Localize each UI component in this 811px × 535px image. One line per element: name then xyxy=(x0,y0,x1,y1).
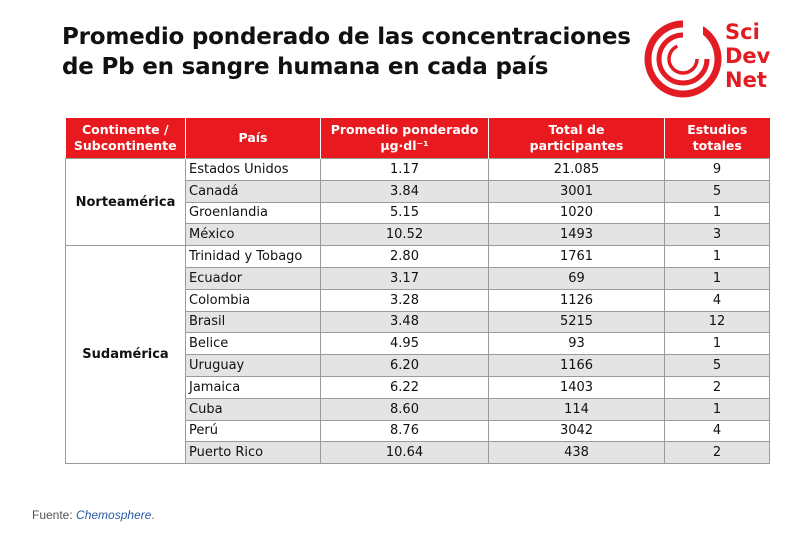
participants-cell: 438 xyxy=(488,441,665,465)
scidevnet-logo[interactable]: Sci Dev Net xyxy=(642,18,782,100)
country-cell: Brasil xyxy=(185,310,321,334)
studies-cell: 2 xyxy=(664,375,770,399)
logo-wordmark: Sci Dev Net xyxy=(725,20,770,92)
studies-cell: 4 xyxy=(664,419,770,443)
table-body: Norteamérica Estados Unidos 1.17 21.085 9 Can… xyxy=(65,157,770,465)
country-cell: Perú xyxy=(185,419,321,443)
average-cell: 6.22 xyxy=(320,375,489,399)
average-cell: 3.28 xyxy=(320,288,489,312)
source-note: Fuente: Chemosphere. xyxy=(32,508,155,522)
continent-cell: Sudamérica xyxy=(65,245,186,465)
participants-cell: 3001 xyxy=(488,179,665,203)
average-cell: 10.64 xyxy=(320,441,489,465)
studies-cell: 4 xyxy=(664,288,770,312)
country-cell: Ecuador xyxy=(185,266,321,290)
studies-cell: 9 xyxy=(664,158,770,181)
logo-word-net: Net xyxy=(725,68,767,92)
table-row: Puerto Rico 10.64 438 2 xyxy=(66,441,770,465)
studies-cell: 12 xyxy=(664,310,770,334)
participants-cell: 114 xyxy=(488,397,665,421)
header-continent: Continente / Subcontinente xyxy=(65,118,186,159)
studies-cell: 1 xyxy=(664,397,770,421)
average-cell: 8.60 xyxy=(320,397,489,421)
average-cell: 3.17 xyxy=(320,266,489,290)
studies-cell: 5 xyxy=(664,179,770,203)
country-cell: México xyxy=(185,223,321,247)
participants-cell: 1761 xyxy=(488,245,665,268)
country-cell: Puerto Rico xyxy=(185,441,321,465)
participants-cell: 3042 xyxy=(488,419,665,443)
page-title: Promedio ponderado de las concentracione… xyxy=(62,22,642,82)
lead-concentration-table: Continente / Subcontinente País Promedio… xyxy=(65,118,770,465)
header-country: País xyxy=(185,118,321,159)
logo-word-dev: Dev xyxy=(725,44,771,68)
logo-word-sci: Sci xyxy=(725,20,760,44)
participants-cell: 1403 xyxy=(488,375,665,399)
participants-cell: 1166 xyxy=(488,354,665,377)
studies-cell: 1 xyxy=(664,245,770,268)
header-participants: Total de participantes xyxy=(488,118,665,159)
country-cell: Cuba xyxy=(185,397,321,421)
average-cell: 6.20 xyxy=(320,354,489,377)
country-cell: Trinidad y Tobago xyxy=(185,245,321,268)
table-row: Cuba 8.60 114 1 xyxy=(66,397,770,421)
country-cell: Estados Unidos xyxy=(185,158,321,181)
studies-cell: 1 xyxy=(664,332,770,356)
average-cell: 3.84 xyxy=(320,179,489,203)
country-cell: Uruguay xyxy=(185,354,321,377)
studies-cell: 2 xyxy=(664,441,770,465)
country-cell: Belice xyxy=(185,332,321,356)
table-row: Belice 4.95 93 1 xyxy=(66,332,770,356)
table-header-row: Continente / Subcontinente País Promedio… xyxy=(65,118,770,159)
source-label: Fuente: xyxy=(32,508,77,522)
country-cell: Canadá xyxy=(185,179,321,203)
source-suffix: . xyxy=(151,508,155,522)
participants-cell: 5215 xyxy=(488,310,665,334)
participants-cell: 1493 xyxy=(488,223,665,247)
participants-cell: 1126 xyxy=(488,288,665,312)
source-link[interactable]: Chemosphere xyxy=(76,508,152,522)
table-row: Groenlandia 5.15 1020 1 xyxy=(66,201,770,225)
header-studies: Estudios totales xyxy=(664,118,770,159)
studies-cell: 5 xyxy=(664,354,770,377)
title-line-1: Promedio ponderado de las concentracione… xyxy=(62,24,631,50)
studies-cell: 1 xyxy=(664,266,770,290)
average-cell: 1.17 xyxy=(320,158,489,181)
average-cell: 2.80 xyxy=(320,245,489,268)
logo-ring-icon xyxy=(644,18,722,98)
country-cell: Colombia xyxy=(185,288,321,312)
table-row: Colombia 3.28 1126 4 xyxy=(66,288,770,312)
participants-cell: 1020 xyxy=(488,201,665,225)
average-cell: 4.95 xyxy=(320,332,489,356)
table-row: México 10.52 1493 3 xyxy=(66,223,770,247)
continent-cell: Norteamérica xyxy=(65,157,186,247)
studies-cell: 1 xyxy=(664,201,770,225)
header-average: Promedio ponderado µg·dl⁻¹ xyxy=(320,118,489,159)
average-cell: 5.15 xyxy=(320,201,489,225)
participants-cell: 21.085 xyxy=(488,158,665,181)
participants-cell: 69 xyxy=(488,266,665,290)
table-row: Sudamérica Trinidad y Tobago 2.80 1761 1 xyxy=(65,245,770,465)
average-cell: 10.52 xyxy=(320,223,489,247)
participants-cell: 93 xyxy=(488,332,665,356)
country-cell: Jamaica xyxy=(185,375,321,399)
country-cell: Groenlandia xyxy=(185,201,321,225)
table-row: Norteamérica Estados Unidos 1.17 21.085 9 xyxy=(65,157,770,247)
title-line-2: de Pb en sangre humana en cada país xyxy=(62,54,549,80)
table-row: Jamaica 6.22 1403 2 xyxy=(66,375,770,399)
average-cell: 3.48 xyxy=(320,310,489,334)
studies-cell: 3 xyxy=(664,223,770,247)
average-cell: 8.76 xyxy=(320,419,489,443)
table-row: Uruguay 6.20 1166 5 xyxy=(66,354,770,377)
table-row: Ecuador 3.17 69 1 xyxy=(66,266,770,290)
